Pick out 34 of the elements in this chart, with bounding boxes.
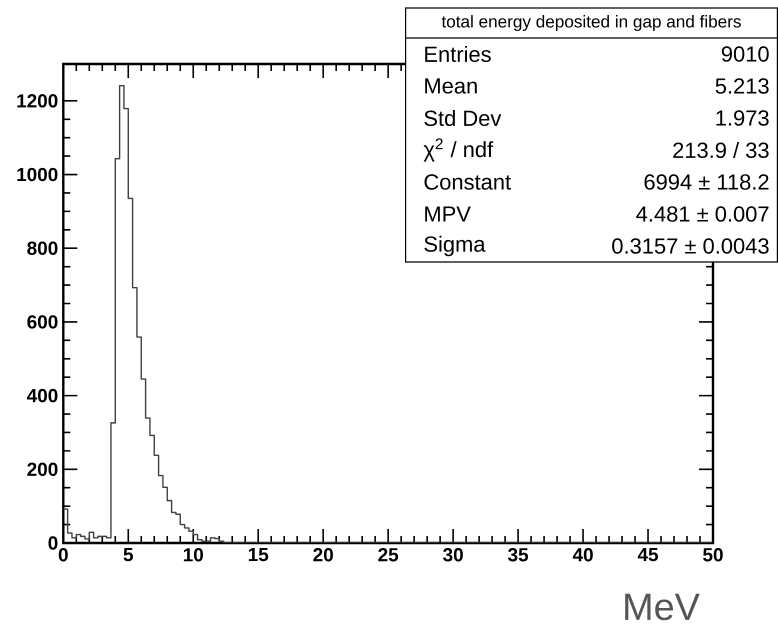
annotation: MPV	[425, 206, 471, 222]
text: 9010	[722, 46, 769, 62]
y-tick-label: 600	[27, 315, 58, 329]
x-tick-label: 0	[58, 548, 68, 562]
annotation: Std Dev	[424, 110, 502, 126]
annotation: Mean	[425, 78, 477, 94]
x-tick-label: 40	[572, 548, 593, 562]
annotation: 6994 ± 118.2	[644, 174, 769, 190]
annotation: Constant	[424, 174, 511, 190]
annotation: Sigma	[424, 236, 486, 256]
x-tick-label: 5	[124, 548, 134, 562]
y-tick-label: 1000	[17, 168, 58, 182]
x-tick-label: 15	[248, 548, 268, 562]
y-tick-label: 0	[48, 536, 58, 550]
annotation: χ$^{2}$ / ndf	[424, 138, 494, 162]
y-tick-label: 400	[26, 388, 58, 402]
x-tick-label: 45	[638, 548, 658, 562]
x-tick-label: 25	[378, 548, 398, 562]
text: 1.973	[716, 110, 769, 126]
x-tick-label: 50	[703, 548, 723, 562]
x-tick-label: 20	[313, 548, 333, 562]
annotation: 0.3157 ± 0.0043	[612, 238, 769, 254]
text: 5.213	[716, 78, 769, 94]
y-tick-label: 800	[27, 242, 58, 255]
y-tick-label: 1200	[17, 94, 58, 108]
x-axis-title: MeV	[625, 594, 700, 620]
annotation: 4.481 ± 0.007	[636, 206, 768, 222]
annotation: 213.9 / 33	[673, 142, 769, 158]
x-tick-label: 35	[508, 548, 528, 562]
x-tick-label: 10	[184, 548, 203, 562]
text: total energy deposited in gap and fibers	[442, 15, 741, 31]
text: Entries	[425, 46, 491, 62]
y-tick-label: 200	[27, 462, 58, 476]
x-tick-label: 30	[443, 548, 463, 562]
